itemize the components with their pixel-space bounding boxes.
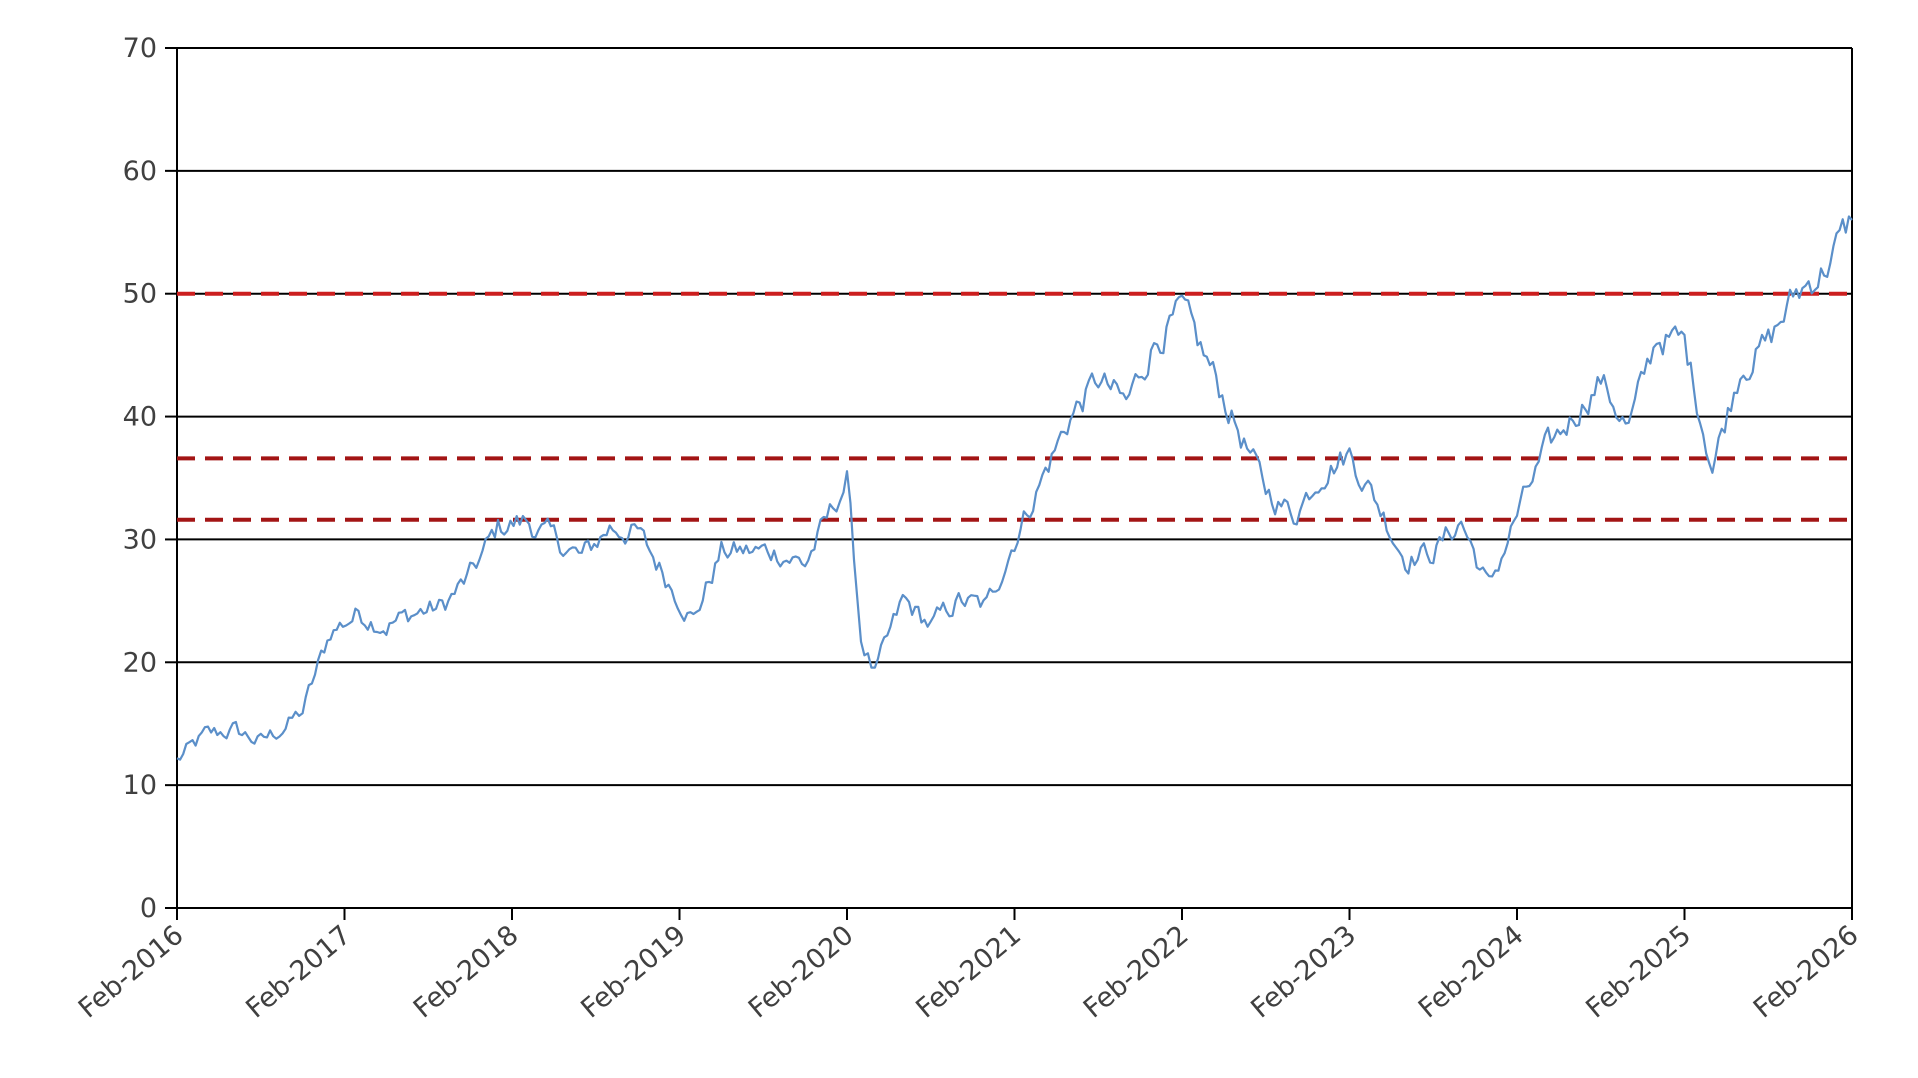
y-tick-label: 50 <box>123 279 157 310</box>
tick-label-layer: 0 10 20 30 40 50 60 70 Feb-2016 Feb-2017 Feb-2018 F… <box>73 33 1865 1025</box>
x-tick-label: Feb-2025 <box>1580 920 1697 1025</box>
x-tick-label: Feb-2026 <box>1748 920 1865 1025</box>
y-tick-label: 20 <box>123 647 157 678</box>
y-tick-label: 40 <box>123 402 157 433</box>
x-tick-label: Feb-2019 <box>575 920 692 1025</box>
x-tick-label: Feb-2024 <box>1413 920 1530 1025</box>
x-tick-label: Feb-2016 <box>73 920 190 1025</box>
y-tick-label: 60 <box>123 156 157 187</box>
reference-line-layer <box>177 291 1852 522</box>
axis-layer <box>165 47 1853 920</box>
y-tick-label: 30 <box>123 524 157 555</box>
series-line-1 <box>176 215 1853 761</box>
y-tick-label: 10 <box>123 770 157 801</box>
y-tick-label: 0 <box>140 893 157 924</box>
x-tick-label: Feb-2017 <box>240 920 357 1025</box>
x-tick-label: Feb-2023 <box>1245 920 1362 1025</box>
x-tick-label: Feb-2022 <box>1078 920 1195 1025</box>
series-layer <box>176 215 1853 761</box>
x-tick-label: Feb-2020 <box>743 920 860 1025</box>
x-tick-label: Feb-2021 <box>910 920 1027 1025</box>
y-tick-label: 70 <box>123 33 157 64</box>
grid-layer <box>177 47 1852 909</box>
x-tick-label: Feb-2018 <box>408 920 525 1025</box>
